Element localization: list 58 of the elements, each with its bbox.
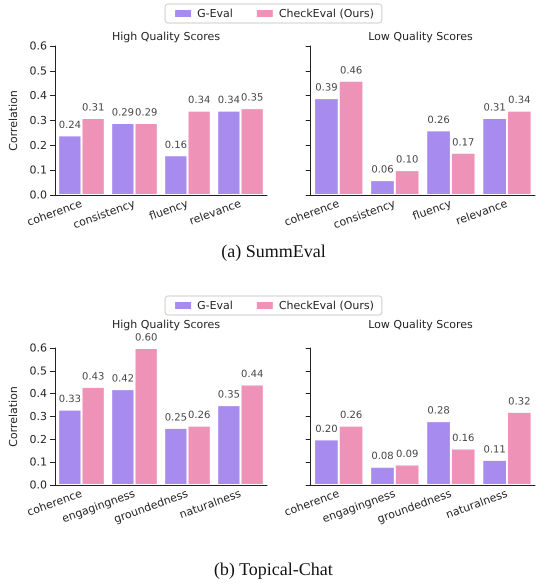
y-tick-label: 0.4	[30, 89, 47, 102]
data-label: 0.25	[164, 412, 187, 424]
chart-title: High Quality Scores	[112, 30, 220, 43]
legend-label: G-Eval	[197, 7, 233, 20]
y-axis-title: Correlation	[7, 386, 20, 447]
y-tick-label: 0.2	[30, 432, 47, 446]
data-label: 0.20	[315, 424, 338, 435]
chart-title: High Quality Scores	[112, 318, 220, 331]
data-label: 0.09	[396, 448, 418, 460]
y-tick-label: 0.3	[30, 410, 47, 423]
y-tick-label: 0.5	[30, 364, 47, 378]
data-label: 0.34	[508, 95, 530, 106]
chart-title: Low Quality Scores	[368, 318, 474, 331]
data-label: 0.39	[315, 82, 338, 94]
y-tick-label: 0.3	[30, 114, 47, 127]
text: (b) Topical-Chat	[214, 559, 333, 579]
y-tick-label: 0.5	[30, 64, 47, 78]
text: (a) SummEval	[221, 241, 326, 261]
data-label: 0.42	[112, 374, 134, 385]
y-tick-label: 0.6	[30, 40, 47, 52]
data-label: 0.16	[452, 432, 474, 444]
data-label: 0.26	[188, 410, 210, 422]
data-label: 0.35	[241, 92, 264, 104]
data-label: 0.33	[58, 394, 81, 406]
data-label: 0.31	[82, 102, 104, 114]
data-label: 0.35	[218, 390, 240, 401]
data-label: 0.32	[508, 396, 530, 408]
y-tick-label: 0.4	[30, 387, 47, 400]
data-label: 0.17	[452, 137, 474, 148]
data-label: 0.24	[58, 120, 81, 131]
legend-label: G-Eval	[197, 299, 233, 312]
data-label: 0.08	[371, 451, 394, 462]
data-label: 0.43	[82, 371, 104, 382]
chart-title: Low Quality Scores	[368, 30, 474, 43]
data-label: 0.29	[112, 107, 134, 118]
data-label: 0.46	[340, 65, 362, 76]
data-label: 0.26	[427, 114, 450, 126]
y-tick-label: 0.6	[30, 342, 47, 354]
y-tick-label: 0.2	[30, 138, 47, 152]
data-label: 0.60	[135, 332, 158, 344]
data-label: 0.44	[241, 369, 264, 380]
data-label: 0.26	[340, 410, 362, 422]
data-label: 0.11	[483, 444, 506, 456]
legend-label: CheckEval (Ours)	[278, 7, 374, 20]
y-tick-label: 0.0	[30, 188, 47, 202]
data-label: 0.31	[483, 102, 506, 114]
data-label: 0.16	[164, 140, 187, 151]
y-axis-title: Correlation	[7, 90, 20, 151]
data-label: 0.34	[188, 95, 210, 106]
data-label: 0.06	[371, 164, 394, 176]
data-label: 0.28	[427, 406, 450, 417]
data-label: 0.29	[135, 107, 158, 118]
data-label: 0.34	[218, 95, 240, 106]
y-tick-label: 0.1	[30, 164, 47, 177]
legend-label: CheckEval (Ours)	[278, 299, 374, 312]
y-tick-label: 0.0	[30, 478, 47, 492]
data-label: 0.10	[396, 154, 418, 166]
y-tick-label: 0.1	[30, 456, 47, 469]
